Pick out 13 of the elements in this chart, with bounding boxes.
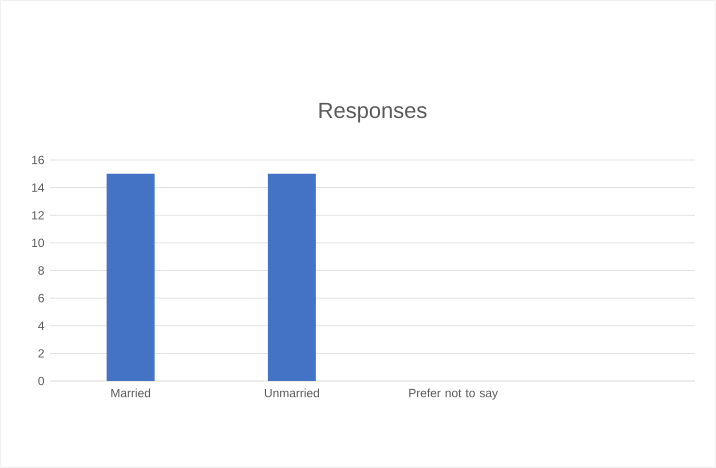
y-tick-label: 12 [32,211,44,220]
x-tick-label: Married [111,388,150,398]
y-tick-label: 6 [38,294,44,302]
y-tick-label: 0 [38,376,44,386]
x-tick-label: Prefer not to say [409,388,498,400]
y-tick-label: 14 [32,184,44,192]
y-tick-label: 8 [38,266,44,275]
x-tick-label: Unmarried [264,388,319,398]
y-tick-label: 16 [32,156,44,164]
y-tick-label: 4 [38,322,44,330]
y-tick-label: 10 [32,238,44,248]
chart-title: Responses [319,102,427,122]
y-tick-label: 2 [38,349,44,358]
